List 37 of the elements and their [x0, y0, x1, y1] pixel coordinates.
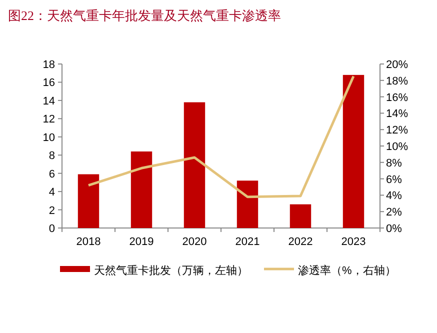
y-tick-label: 12	[42, 114, 55, 126]
y2-tick-label: 10%	[386, 141, 408, 153]
y2-tick-label: 4%	[386, 190, 402, 202]
y-tick-label: 2	[48, 204, 55, 217]
y-tick-label: 4	[48, 186, 55, 199]
bar	[290, 204, 312, 228]
y2-tick-label: 12%	[386, 124, 408, 137]
legend-label: 渗透率（%，右轴）	[298, 264, 396, 277]
x-tick-label: 2018	[76, 236, 101, 248]
y-tick-label: 8	[48, 150, 55, 162]
bar	[184, 102, 206, 228]
x-tick-label: 2022	[288, 236, 313, 248]
y-tick-label: 0	[48, 223, 55, 235]
y2-tick-label: 0%	[386, 223, 402, 235]
chart-title: 图22：天然气重卡年批发量及天然气重卡渗透率	[8, 8, 281, 23]
y-tick-label: 18	[42, 59, 55, 71]
line-series	[87, 75, 355, 198]
y2-tick-label: 6%	[386, 174, 402, 186]
x-tick-label: 2019	[129, 236, 154, 248]
bar	[78, 174, 100, 228]
bar	[342, 74, 364, 228]
y-tick-label: 10	[42, 132, 55, 144]
bar	[236, 180, 258, 228]
y2-tick-label: 8%	[386, 157, 402, 170]
x-tick-label: 2023	[341, 236, 366, 248]
y2-tick-label: 16%	[386, 92, 408, 104]
y2-tick-label: 18%	[386, 75, 408, 88]
y2-tick-label: 14%	[386, 108, 408, 120]
y-tick-label: 16	[42, 77, 55, 90]
y-tick-label: 6	[48, 168, 55, 180]
y2-tick-label: 20%	[386, 59, 408, 71]
x-tick-label: 2020	[182, 236, 207, 248]
bar	[130, 151, 152, 228]
legend-label: 天然气重卡批发（万辆，左轴）	[94, 264, 248, 277]
y-tick-label: 14	[42, 95, 55, 108]
x-tick-label: 2021	[235, 236, 260, 248]
y2-tick-label: 2%	[386, 206, 402, 219]
